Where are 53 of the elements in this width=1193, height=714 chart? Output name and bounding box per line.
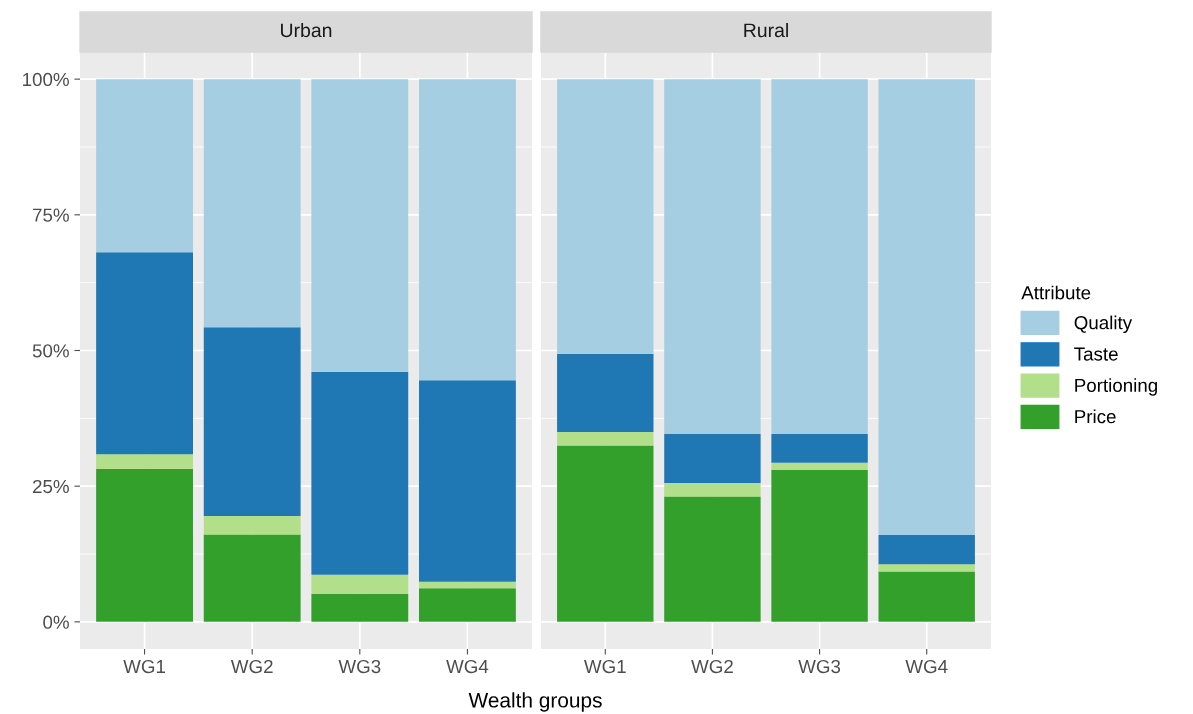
- bar: [557, 431, 654, 446]
- bar: [664, 482, 761, 497]
- legend-label: Taste: [1074, 347, 1118, 361]
- bar: [96, 252, 193, 455]
- bar: [311, 574, 409, 594]
- bar: [419, 581, 516, 589]
- bar: [878, 564, 975, 572]
- bar: [771, 79, 868, 435]
- bar: [419, 588, 516, 622]
- bar: [664, 79, 761, 435]
- bar: [557, 445, 654, 622]
- y-tick-label: 75%: [33, 208, 69, 222]
- legend-label: Quality: [1074, 315, 1133, 334]
- y-tick-label: 100%: [23, 72, 69, 87]
- bar: [311, 593, 409, 622]
- x-axis-title: Wealth groups: [468, 692, 602, 712]
- bar: [311, 79, 409, 372]
- bar: [419, 79, 516, 381]
- bar: [203, 79, 301, 328]
- bar: [419, 380, 516, 582]
- chart-title: Urban: [281, 22, 332, 38]
- bar: [96, 468, 193, 622]
- bar: [664, 434, 761, 483]
- bar: [771, 469, 868, 622]
- bar: [771, 462, 868, 470]
- x-tick-label: WG4: [446, 659, 489, 674]
- x-tick-label: WG2: [230, 659, 273, 674]
- x-tick-label: WG3: [338, 659, 381, 674]
- legend-label: Price: [1075, 409, 1116, 424]
- x-tick-label: WG1: [584, 659, 626, 674]
- x-tick-label: WG3: [798, 659, 841, 674]
- x-tick-label: WG1: [123, 659, 166, 674]
- chart-title: Rural: [744, 22, 788, 38]
- legend-label: Portioning: [1075, 378, 1157, 396]
- bar: [878, 535, 975, 565]
- bar: [664, 496, 761, 622]
- y-tick-label: 25%: [33, 479, 69, 494]
- bar: [96, 79, 193, 253]
- bar: [96, 454, 193, 469]
- bar: [203, 516, 301, 535]
- bar: [203, 327, 301, 517]
- y-tick-label: 0%: [43, 615, 69, 629]
- bar: [557, 79, 654, 354]
- y-tick-label: 50%: [32, 344, 69, 358]
- legend-title: Attribute: [1021, 285, 1091, 300]
- bar: [203, 534, 301, 622]
- x-tick-label: WG2: [691, 659, 733, 674]
- bar: [878, 79, 975, 536]
- bar: [878, 571, 975, 622]
- x-tick-label: WG4: [905, 659, 948, 674]
- bar: [771, 434, 868, 463]
- bar: [557, 353, 654, 432]
- bar: [311, 371, 409, 575]
